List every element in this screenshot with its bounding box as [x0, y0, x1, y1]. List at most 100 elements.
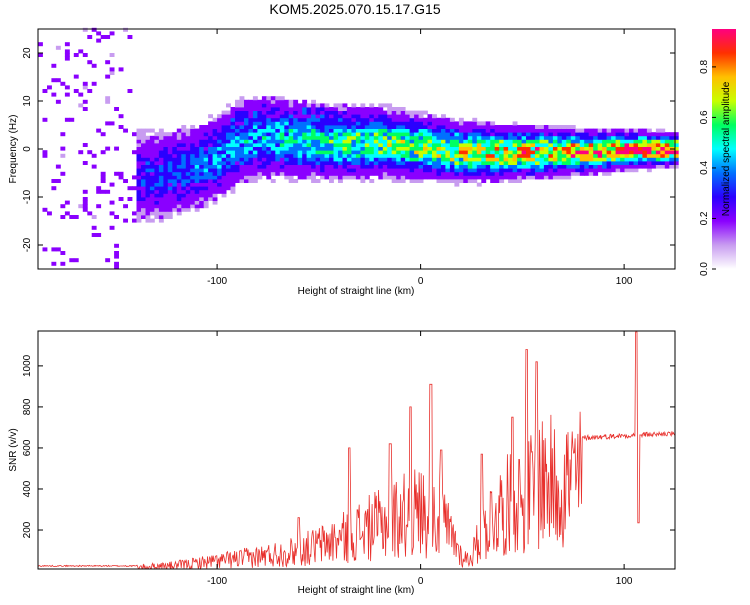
spectrogram-cell	[342, 110, 348, 115]
spectrogram-cell	[320, 125, 325, 129]
spectrogram-cell	[172, 193, 178, 198]
spectrogram-cell	[194, 193, 200, 198]
spectrogram-cell	[481, 164, 487, 169]
spectrogram-cell	[517, 161, 522, 165]
spectrogram-cell	[261, 171, 267, 176]
spectrogram-cell	[172, 204, 178, 209]
spectrogram-cell	[396, 139, 402, 144]
spectrogram-cell	[490, 157, 496, 162]
spectrogram-cell	[167, 132, 173, 137]
snr-xtick-label: -100	[207, 576, 227, 587]
spectrogram-cell	[512, 179, 518, 183]
spectrogram-cell	[235, 103, 240, 108]
spectrogram-cell	[472, 121, 478, 126]
spectrogram-cell	[266, 175, 272, 180]
spectrogram-cell	[91, 233, 97, 237]
spectrogram-cell	[230, 110, 236, 115]
spectrogram-cell	[606, 164, 612, 169]
spectrogram-cell	[427, 135, 433, 140]
spectrogram-cell	[311, 171, 316, 176]
spectrogram-cell	[203, 193, 209, 198]
spectrogram-cell	[172, 146, 178, 151]
spectrogram-cell	[467, 125, 473, 129]
spectrogram-cell	[158, 146, 164, 151]
spectrogram-cell	[181, 186, 187, 191]
spectrogram-cell	[584, 135, 590, 140]
spectrogram-cell	[167, 161, 173, 165]
spectrogram-cell	[342, 175, 348, 180]
spectrogram-cell	[288, 117, 294, 122]
spectrogram-cell	[463, 128, 469, 133]
spectrogram-cell	[288, 121, 294, 126]
spectrogram-cell	[378, 171, 384, 176]
spectrogram-cell	[449, 153, 455, 158]
spectrogram-cell	[275, 107, 281, 111]
spectrogram-cell	[185, 197, 191, 201]
spectrogram-cell	[561, 171, 567, 176]
spectrogram-cell	[199, 186, 205, 191]
spectrogram-cell	[517, 139, 522, 144]
spectrogram-cell	[346, 146, 352, 151]
spectrogram-cell	[611, 150, 616, 155]
spectrogram-cell	[221, 153, 227, 158]
spectrogram-cell	[185, 207, 191, 212]
spectrogram-cell	[373, 135, 379, 140]
spectrogram-cell	[373, 164, 379, 169]
spectrogram-cell	[212, 121, 218, 126]
spectrogram-cell	[230, 168, 236, 173]
spectrogram-cell	[584, 143, 590, 147]
spectrogram-cell	[172, 161, 178, 165]
spectrogram-cell	[163, 164, 169, 169]
spectrogram-cell	[414, 179, 419, 183]
spectrogram-cell	[418, 132, 424, 137]
spectrogram-cell	[427, 153, 433, 158]
spectrogram-cell	[364, 164, 370, 169]
spectrogram-cell	[373, 107, 379, 111]
spectrogram-cell	[530, 128, 536, 133]
spectrogram-cell	[257, 114, 263, 119]
spectrogram-cell	[154, 186, 160, 191]
spectrogram-cell	[655, 132, 661, 137]
spectrogram-cell	[552, 168, 558, 173]
spectrogram-cell	[42, 150, 48, 155]
spectrogram-cell	[127, 186, 133, 191]
spectrogram-cell	[355, 157, 361, 162]
spectrogram-cell	[476, 153, 482, 158]
spectrogram-cell	[664, 146, 670, 151]
spectrogram-cell	[606, 168, 612, 173]
spectrogram-cell	[270, 150, 276, 155]
spectrogram-cell	[535, 132, 540, 137]
spectrogram-cell	[311, 117, 316, 122]
spectrogram-cell	[244, 150, 249, 155]
spectrogram-cell	[360, 146, 366, 151]
spectrogram-cell	[333, 143, 339, 147]
spectrogram-cell	[163, 193, 169, 198]
spectrogram-cell	[266, 146, 272, 151]
spectrogram-cell	[669, 161, 675, 165]
spectrogram-cell	[342, 135, 348, 140]
spectrogram-cell	[445, 146, 451, 151]
spectrogram-cell	[226, 110, 231, 115]
spectrogram-cell	[521, 153, 527, 158]
spectrogram-cell	[114, 261, 119, 266]
spectrogram-cell	[579, 135, 585, 140]
spectrogram-cell	[194, 153, 200, 158]
spectrogram-cell	[203, 186, 209, 191]
spectrogram-cell	[212, 146, 218, 151]
spectrogram-cell	[508, 157, 513, 162]
spectrogram-cell	[414, 175, 419, 180]
spectrogram-cell	[351, 146, 357, 151]
spectrogram-cell	[526, 143, 531, 147]
spectrogram-cell	[235, 135, 240, 140]
spectrogram-cell	[463, 153, 469, 158]
spectrogram-cell	[324, 171, 330, 176]
spectrogram-cell	[382, 153, 388, 158]
spectrogram-cell	[320, 121, 325, 126]
spectrogram-cell	[673, 150, 679, 155]
spectrogram-cell	[42, 153, 48, 158]
spectrogram-cell	[297, 114, 303, 119]
spectrogram-cell	[87, 35, 93, 39]
spectrogram-cell	[288, 125, 294, 129]
spectrogram-cell	[481, 157, 487, 162]
spectrogram-cell	[664, 157, 670, 162]
